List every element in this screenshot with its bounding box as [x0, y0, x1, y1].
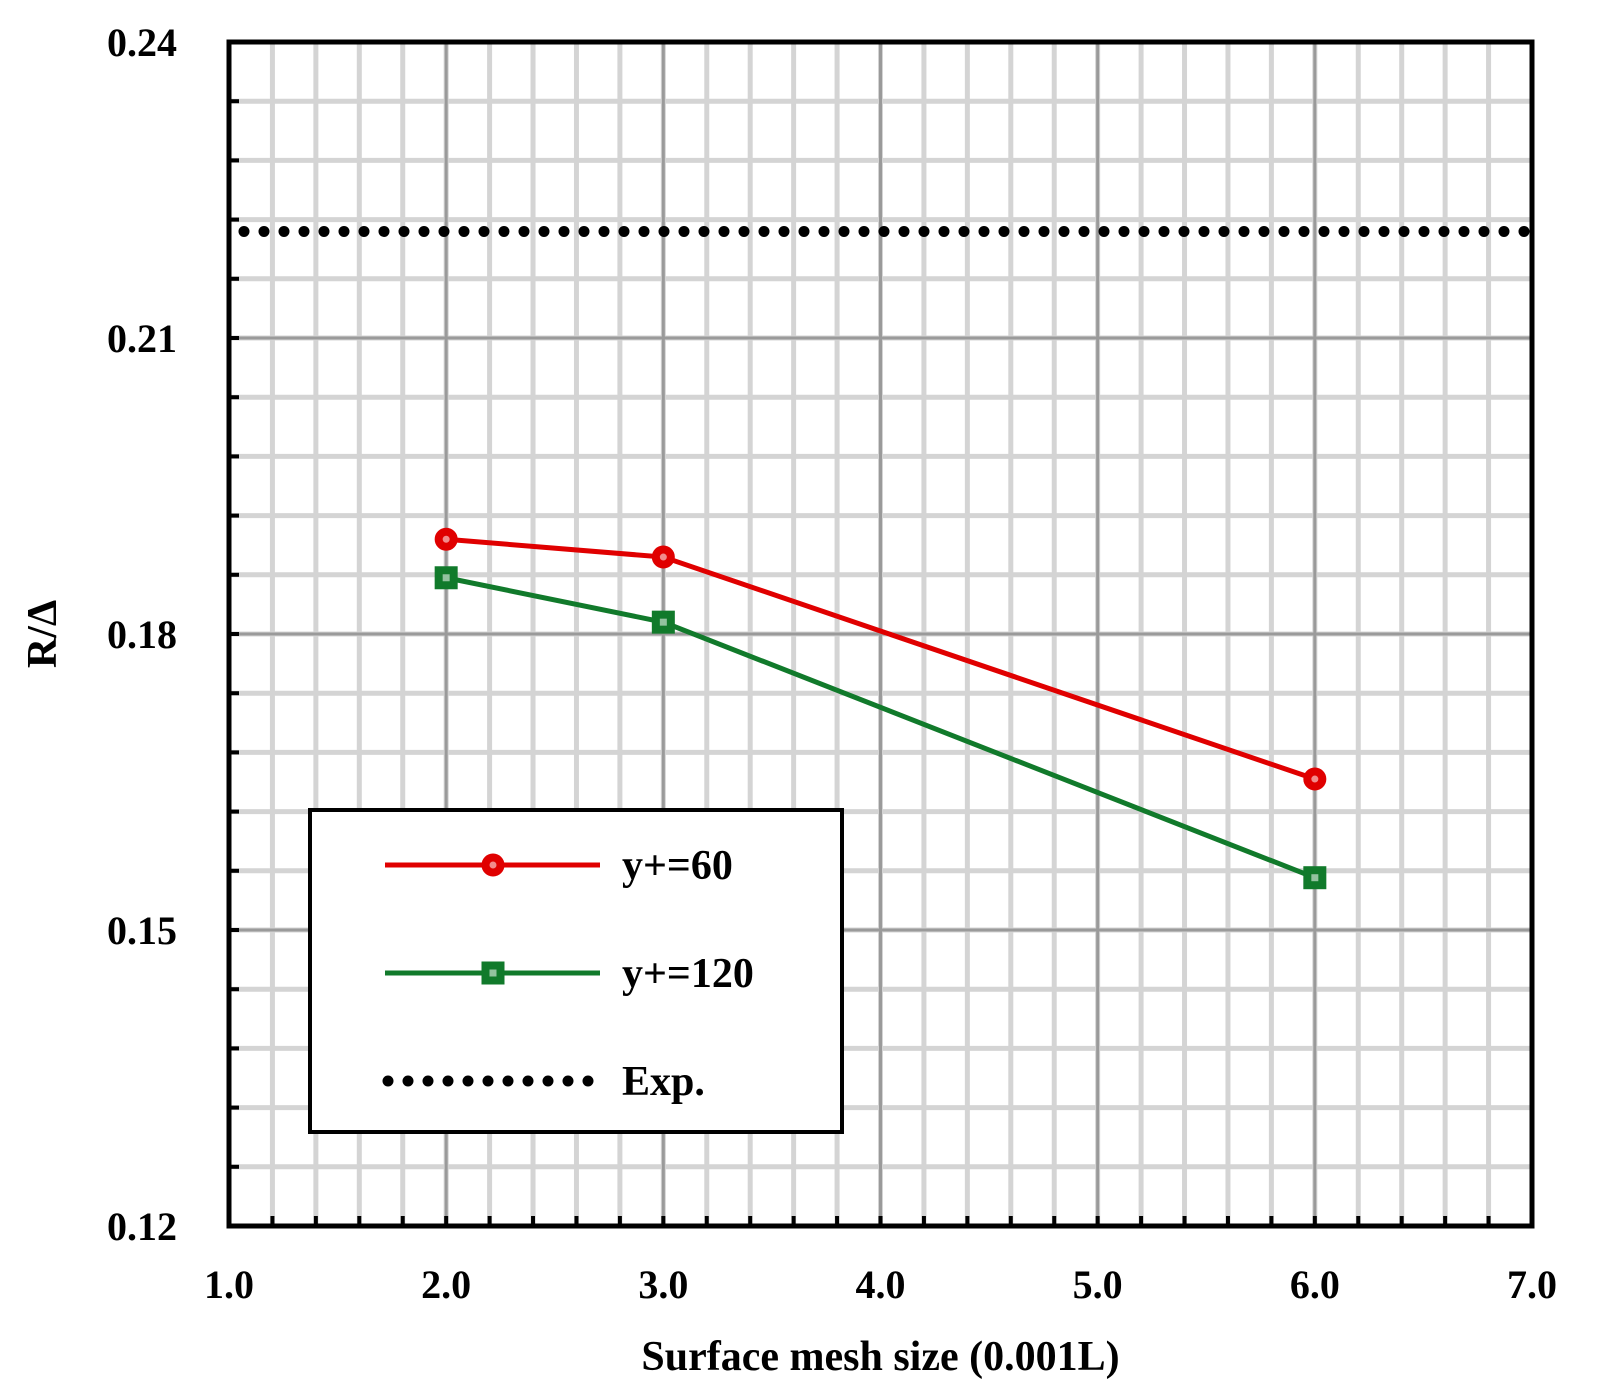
data-point-highlight: [659, 553, 667, 561]
data-point-highlight: [1311, 874, 1319, 882]
data-point-highlight: [442, 535, 450, 543]
x-tick-label: 4.0: [856, 1262, 906, 1307]
x-tick-labels: 1.0 2.0 3.0 4.0 5.0 6.0 7.0: [204, 1262, 1557, 1307]
data-point-highlight: [1311, 775, 1319, 783]
legend-label: Exp.: [622, 1059, 705, 1105]
legend-entry: y+=60: [385, 843, 733, 889]
x-tick-label: 3.0: [638, 1262, 688, 1307]
legend-entry: y+=120: [385, 951, 754, 997]
y-tick-label: 0.12: [107, 1204, 177, 1249]
legend-entry: Exp.: [382, 1059, 705, 1105]
data-point-highlight: [442, 574, 450, 582]
legend-label: y+=60: [622, 843, 733, 889]
legend: y+=60 y+=120 Exp.: [308, 808, 844, 1134]
series-layer: [434, 527, 1327, 890]
x-tick-label: 2.0: [421, 1262, 471, 1307]
y-tick-label: 0.18: [107, 612, 177, 657]
major-gridlines: [229, 42, 1532, 1226]
legend-items: y+=60 y+=120 Exp.: [382, 843, 754, 1105]
y-tick-label: 0.15: [107, 908, 177, 953]
y-tick-label: 0.24: [107, 20, 177, 65]
axis-ticks: [229, 99, 1491, 1226]
legend-marker-highlight: [489, 969, 497, 977]
series-1: [434, 527, 1327, 791]
x-tick-label: 5.0: [1073, 1262, 1123, 1307]
x-axis-title: Surface mesh size (0.001L): [641, 1334, 1119, 1380]
y-tick-labels: 0.12 0.15 0.18 0.21 0.24: [107, 20, 177, 1249]
x-tick-label: 7.0: [1507, 1262, 1557, 1307]
y-tick-label: 0.21: [107, 316, 177, 361]
x-tick-label: 1.0: [204, 1262, 254, 1307]
y-axis-title: R/Δ: [20, 600, 66, 668]
series-2: [434, 566, 1327, 890]
legend-marker-highlight: [489, 861, 497, 869]
legend-label: y+=120: [622, 951, 754, 997]
x-tick-label: 6.0: [1290, 1262, 1340, 1307]
data-point-highlight: [659, 618, 667, 626]
